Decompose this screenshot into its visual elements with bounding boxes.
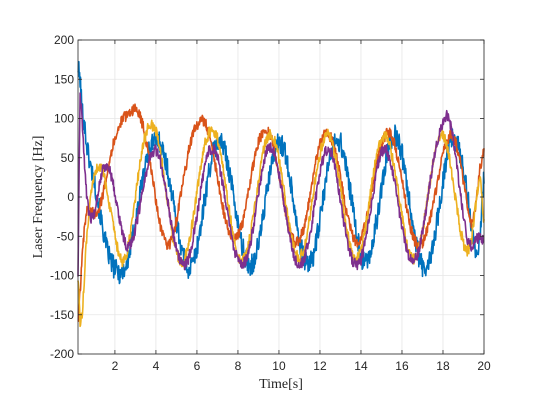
x-tick-label: 14 — [354, 359, 368, 373]
x-tick-label: 16 — [395, 359, 409, 373]
y-tick-label: 100 — [54, 112, 74, 126]
x-tick-label: 4 — [153, 359, 160, 373]
x-axis-label: Time[s] — [259, 377, 303, 392]
x-tick-label: 18 — [436, 359, 450, 373]
x-tick-label: 2 — [112, 359, 119, 373]
x-tick-labels: 2 4 6 8 10 12 14 16 18 20 — [112, 359, 491, 373]
x-tick-label: 10 — [272, 359, 286, 373]
x-tick-label: 20 — [477, 359, 491, 373]
y-tick-label: 0 — [67, 190, 74, 204]
y-tick-label: 200 — [54, 33, 74, 47]
y-axis-label: Laser Frequency [Hz] — [31, 136, 46, 259]
series-layer — [77, 60, 485, 328]
tick-marks — [78, 39, 485, 355]
y-tick-label: -150 — [50, 308, 74, 322]
x-tick-label: 12 — [313, 359, 327, 373]
y-tick-label: 50 — [61, 151, 75, 165]
y-tick-label: 150 — [54, 72, 74, 86]
x-tick-label: 6 — [194, 359, 201, 373]
y-tick-label: -200 — [50, 347, 74, 361]
y-tick-label: -50 — [57, 229, 75, 243]
y-tick-labels: -200 -150 -100 -50 0 50 100 150 200 — [50, 33, 74, 361]
series-line-4 — [77, 92, 485, 277]
y-tick-label: -100 — [50, 269, 74, 283]
x-tick-label: 8 — [235, 359, 242, 373]
